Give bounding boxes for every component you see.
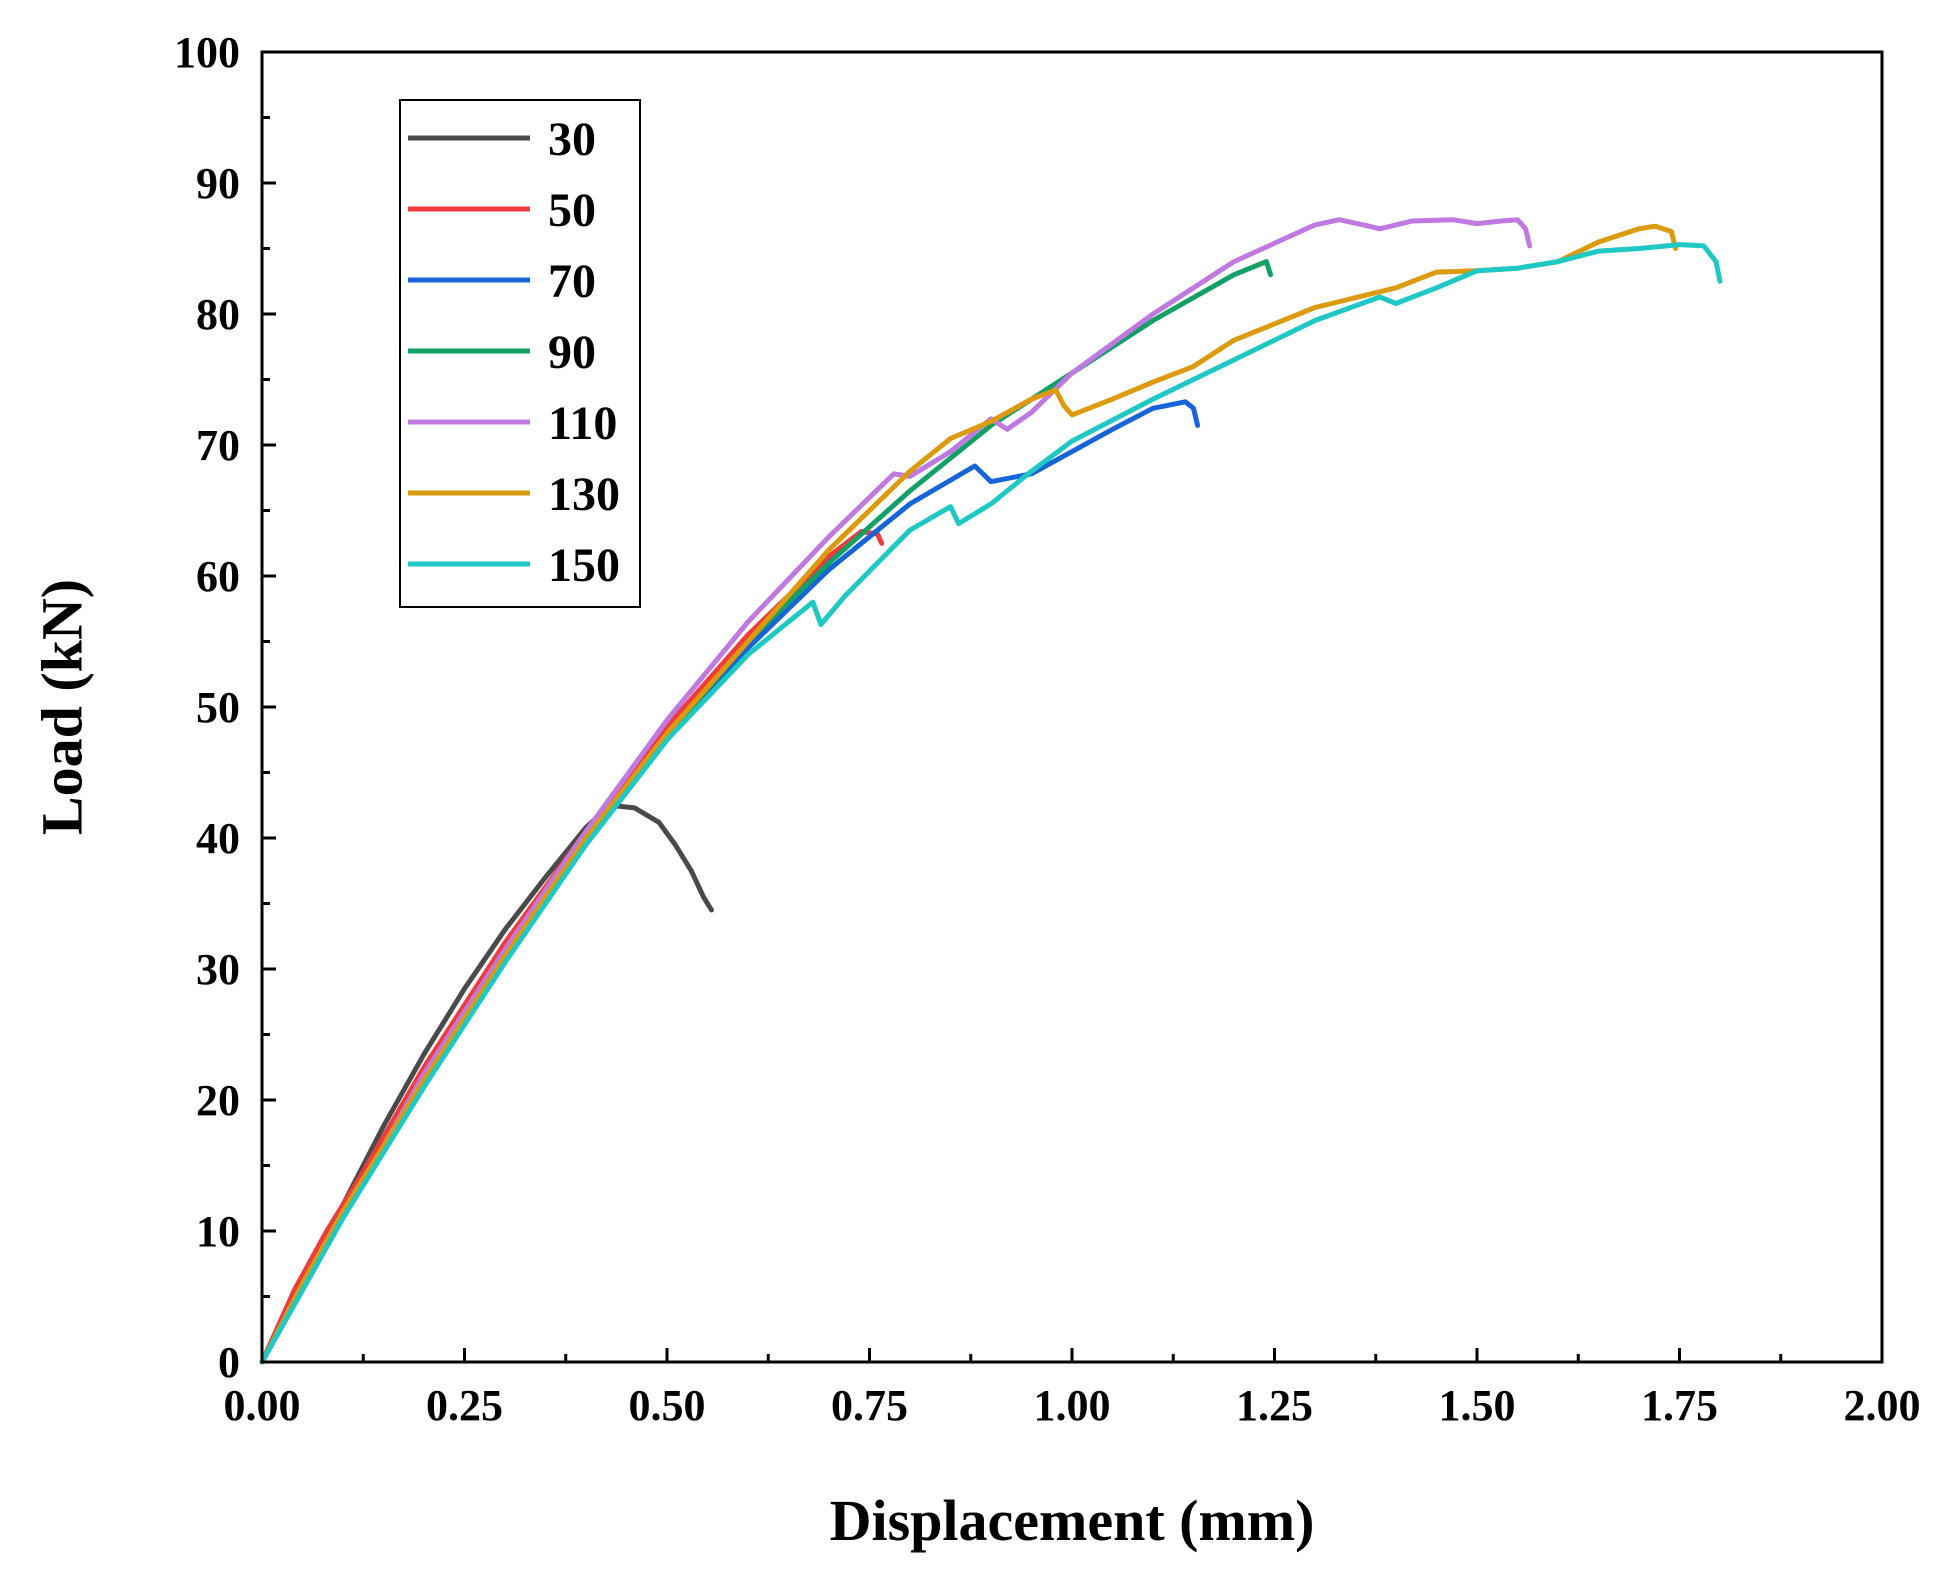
- x-tick-label: 2.00: [1844, 1381, 1921, 1430]
- series-line-110: [259, 217, 1533, 1365]
- y-axis-title: Load (kN): [29, 579, 94, 835]
- plot-frame: [260, 50, 1884, 1364]
- plot-lines: [259, 217, 1723, 1365]
- x-tick-label: 0.00: [224, 1381, 301, 1430]
- x-tick-label: 0.75: [831, 1381, 908, 1430]
- y-axis: 0 10 20 30 40 50 60 70 80 90 100: [174, 28, 276, 1387]
- legend-label-130: 130: [548, 468, 620, 521]
- series-line-150: [259, 242, 1723, 1365]
- y-tick-label: 50: [196, 683, 240, 732]
- x-tick-label: 1.50: [1439, 1381, 1516, 1430]
- y-tick-label: 30: [196, 945, 240, 994]
- y-tick-label: 0: [218, 1338, 240, 1387]
- x-tick-label: 1.00: [1034, 1381, 1111, 1430]
- x-tick-label: 1.25: [1236, 1381, 1313, 1430]
- legend-label-90: 90: [548, 326, 596, 379]
- x-tick-label: 0.50: [629, 1381, 706, 1430]
- legend-label-70: 70: [548, 255, 596, 308]
- series-line-30: [259, 802, 714, 1365]
- y-tick-label: 40: [196, 814, 240, 863]
- y-tick-label: 100: [174, 28, 240, 77]
- x-axis: 0.00 0.25 0.50 0.75 1.00 1.25 1.50 1.75 2.00: [224, 1348, 1921, 1430]
- legend-label-150: 150: [548, 539, 620, 592]
- legend-label-110: 110: [548, 397, 617, 450]
- y-tick-label: 90: [196, 159, 240, 208]
- y-tick-label: 70: [196, 421, 240, 470]
- series-line-50: [259, 529, 885, 1365]
- x-axis-title: Displacement (mm): [830, 1488, 1315, 1553]
- legend: 30 50 70 90 110 130 150: [399, 99, 641, 608]
- y-tick-label: 80: [196, 290, 240, 339]
- y-tick-label: 20: [196, 1076, 240, 1125]
- legend-label-50: 50: [548, 184, 596, 237]
- y-tick-label: 60: [196, 552, 240, 601]
- legend-label-30: 30: [548, 113, 596, 166]
- y-tick-label: 10: [196, 1207, 240, 1256]
- x-tick-label: 1.75: [1641, 1381, 1718, 1430]
- x-tick-label: 0.25: [426, 1381, 503, 1430]
